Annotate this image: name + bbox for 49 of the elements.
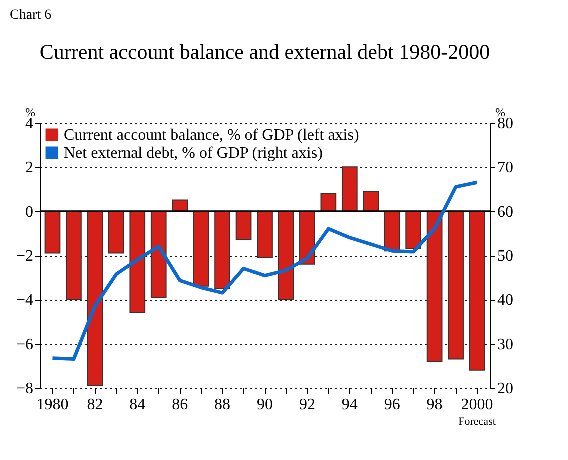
y2-tick-label: 40 <box>498 292 514 310</box>
y2-tick-label: 20 <box>498 380 514 398</box>
y-tick-label: −6 <box>16 336 34 354</box>
bar <box>320 193 337 212</box>
bar <box>193 210 210 287</box>
y-tick-label: 0 <box>26 204 34 221</box>
y-tick-label: −8 <box>16 380 34 398</box>
legend-label: Net external debt, % of GDP (right axis) <box>64 145 323 162</box>
bar <box>150 210 167 298</box>
y-tick-label: 2 <box>26 160 34 177</box>
x-tick-label: 92 <box>299 396 316 414</box>
y2-tick-label: 30 <box>498 336 514 354</box>
bar <box>278 210 294 300</box>
y2-tick-label: 50 <box>498 248 514 265</box>
bar <box>257 210 273 258</box>
bar <box>342 166 358 212</box>
bar <box>406 210 422 250</box>
y2-tick-label: 80 <box>498 116 514 132</box>
x-tick-label: 96 <box>384 396 400 414</box>
text: Forecast <box>458 416 496 428</box>
bar <box>214 210 230 290</box>
x-tick-label: 84 <box>130 396 146 414</box>
y-tick-label: −2 <box>16 248 34 265</box>
y2-tick-label: 70 <box>498 160 514 177</box>
bar <box>130 210 146 314</box>
bar <box>426 210 443 362</box>
legend-label: Current account balance, % of GDP (left axis) <box>64 127 360 144</box>
bar <box>66 210 82 300</box>
line-series <box>50 180 480 362</box>
bar <box>448 210 464 360</box>
bar <box>87 210 104 386</box>
x-tick-label: 94 <box>342 396 358 414</box>
y-tick-label: −4 <box>16 292 34 310</box>
bar <box>236 210 252 241</box>
bar <box>469 210 486 371</box>
chart-title: Current account balance and external debt 1980-2000 <box>40 40 490 64</box>
x-tick-label: 98 <box>426 396 443 414</box>
x-tick-label: 1980 <box>36 396 69 414</box>
x-tick-label: 90 <box>257 396 273 414</box>
bar <box>384 210 400 252</box>
caption: Chart 6 <box>10 8 52 23</box>
bar <box>108 210 124 254</box>
x-tick-label: 2000 <box>461 396 494 414</box>
bar <box>44 210 61 254</box>
x-tick-label: 82 <box>87 396 104 414</box>
x-tick-label: 86 <box>172 396 188 414</box>
bar <box>363 190 380 212</box>
x-tick-label: 88 <box>214 396 231 414</box>
y2-tick-label: 60 <box>498 204 514 221</box>
